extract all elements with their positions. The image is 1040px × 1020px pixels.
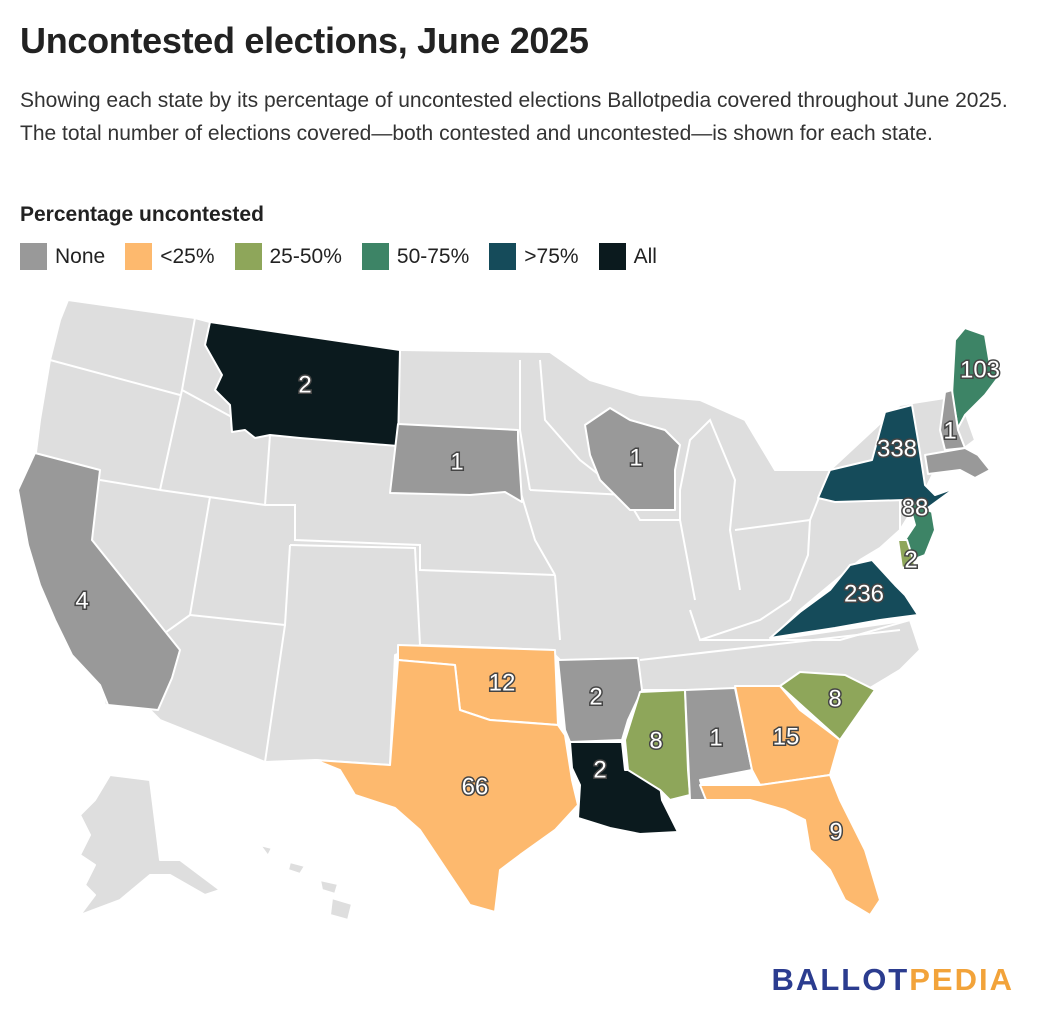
map-title: Uncontested elections, June 2025 — [20, 20, 589, 61]
state-arkansas — [557, 657, 643, 743]
state-virginia — [769, 559, 919, 639]
legend-item-lt25: <25% — [125, 243, 215, 270]
legend-swatch-25-50 — [234, 243, 262, 270]
state-new-york — [817, 404, 956, 511]
map-subtitle: Showing each state by its percentage of … — [20, 89, 1008, 145]
label-arkansas: 2 — [589, 684, 602, 711]
label-montana: 2 — [298, 372, 311, 399]
label-oklahoma: 12 — [489, 670, 516, 697]
legend-label-lt25: <25% — [160, 244, 215, 268]
state-louisiana — [569, 741, 679, 835]
label-florida: 9 — [829, 819, 842, 846]
state-massachusetts — [924, 447, 991, 479]
label-delaware: 2 — [904, 547, 917, 574]
colored-states — [17, 321, 1001, 916]
ballotpedia-logo: BALLOTPEDIA — [772, 962, 1014, 998]
label-new-york: 338 — [877, 436, 917, 463]
legend-swatch-lt25 — [125, 243, 153, 270]
label-virginia: 236 — [844, 581, 884, 608]
legend-label-none: None — [55, 244, 106, 268]
logo-part-pedia: PEDIA — [909, 962, 1014, 997]
state-south-carolina — [779, 671, 876, 741]
legend-item-25-50: 25-50% — [234, 243, 342, 270]
legend-label-gt75: >75% — [524, 244, 579, 268]
legend-title: Percentage uncontested — [20, 203, 264, 226]
legend-swatch-50-75 — [361, 243, 389, 270]
state-south-dakota — [389, 423, 523, 503]
label-california: 4 — [75, 588, 88, 615]
label-maine: 103 — [960, 357, 1000, 384]
label-louisiana: 2 — [593, 757, 606, 784]
label-mississippi: 8 — [649, 728, 662, 755]
legend-label-25-50: 25-50% — [269, 244, 342, 268]
label-new-hampshire: 1 — [943, 418, 956, 445]
base-alaska — [79, 774, 221, 916]
state-new-jersey — [904, 499, 936, 561]
label-new-jersey: 88 — [902, 495, 929, 522]
us-map: 2 1 1 4 12 66 2 2 8 1 15 8 9 236 338 88 … — [17, 299, 1002, 921]
label-georgia: 15 — [773, 724, 800, 751]
label-south-dakota: 1 — [450, 449, 463, 476]
label-texas: 66 — [462, 774, 489, 801]
state-delaware — [897, 539, 916, 569]
state-texas — [314, 659, 579, 913]
state-california — [17, 452, 181, 711]
count-labels: 2 1 1 4 12 66 2 2 8 1 15 8 9 236 338 88 … — [74, 355, 1002, 847]
legend-swatch-gt75 — [489, 243, 517, 270]
state-florida — [699, 774, 881, 916]
legend-item-all: All — [598, 243, 657, 270]
base-hawaii — [259, 844, 353, 921]
legend-label-50-75: 50-75% — [396, 244, 470, 268]
legend-label-all: All — [633, 244, 657, 268]
label-alabama: 1 — [709, 725, 722, 752]
label-south-carolina: 8 — [828, 686, 841, 713]
legend-item-50-75: 50-75% — [361, 243, 470, 270]
label-wisconsin: 1 — [629, 445, 642, 472]
logo-part-ballot: BALLOT — [771, 962, 910, 997]
legend: None <25% 25-50% 50-75% >75% All — [20, 243, 677, 270]
legend-item-gt75: >75% — [489, 243, 579, 270]
legend-swatch-none — [20, 243, 47, 270]
state-wisconsin — [584, 407, 681, 511]
legend-swatch-all — [598, 243, 626, 270]
legend-item-none: None — [20, 243, 105, 270]
